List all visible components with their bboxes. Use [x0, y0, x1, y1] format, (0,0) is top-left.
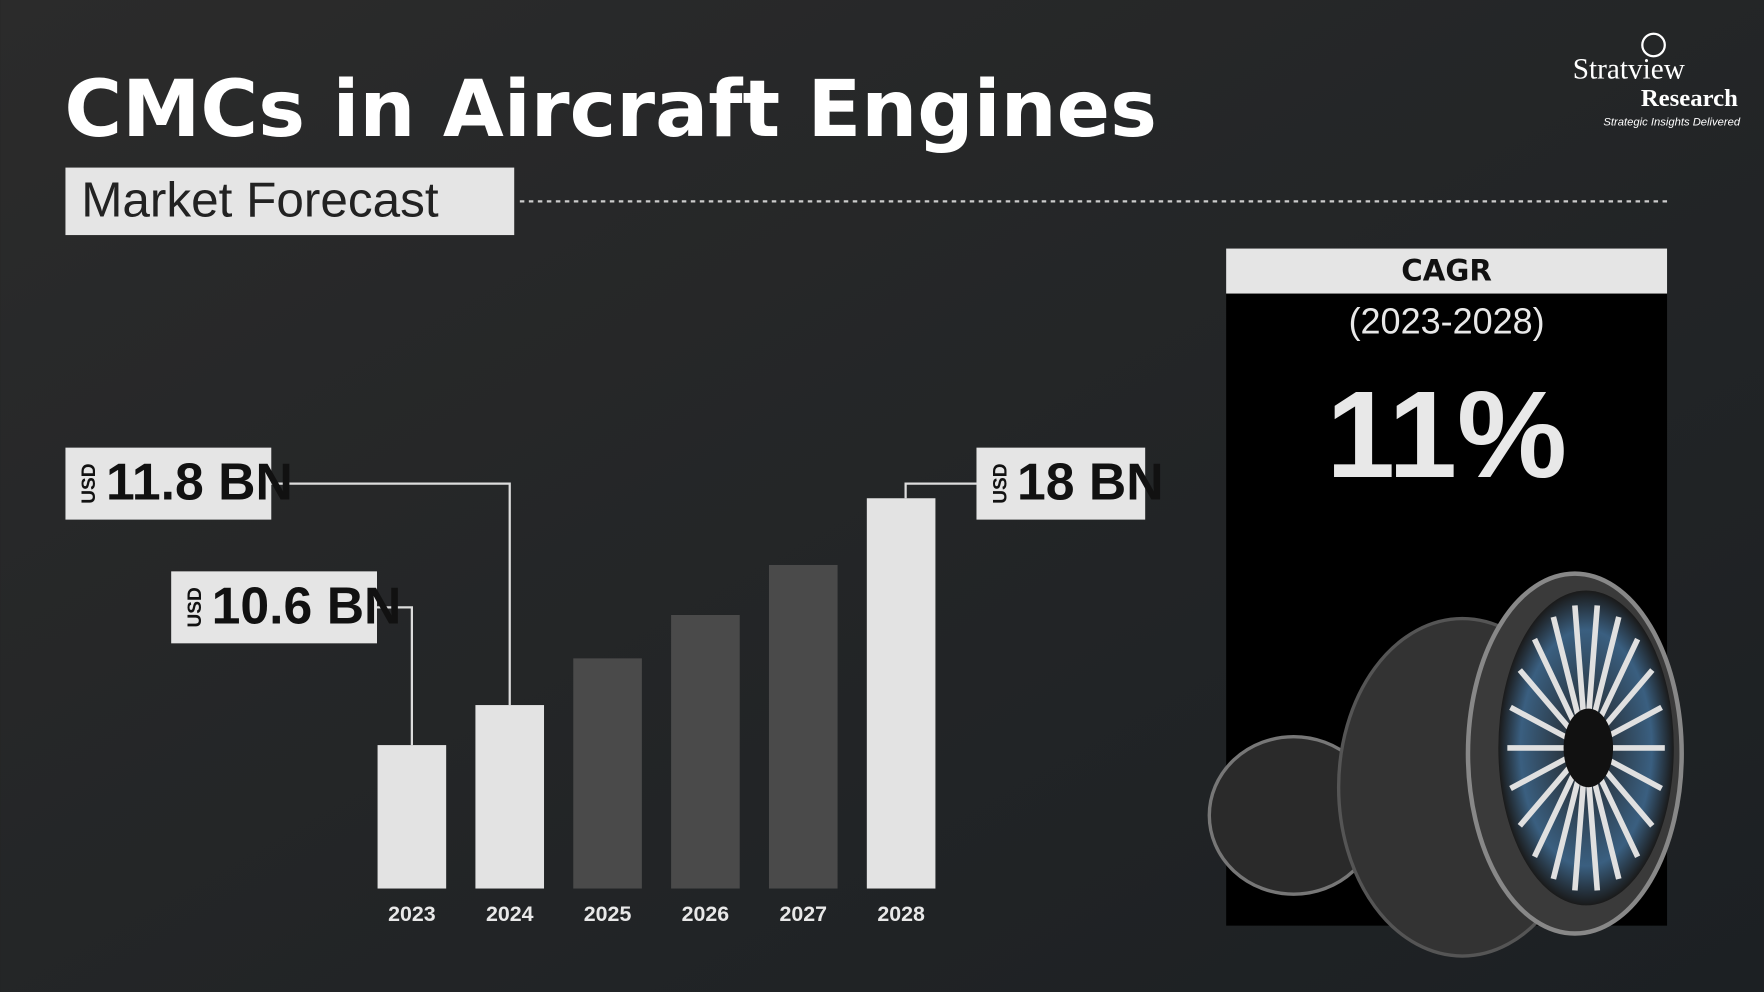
label-box — [171, 571, 378, 644]
bar — [377, 745, 447, 889]
bar — [671, 614, 740, 889]
x-tick-label: 2028 — [877, 902, 925, 926]
x-tick-label: 2024 — [486, 902, 534, 926]
x-tick-label: 2027 — [780, 902, 828, 926]
bar — [475, 705, 545, 889]
bar — [573, 658, 642, 889]
logo: Stratview Research Strategic Insights De… — [1573, 32, 1741, 129]
label-unit: USD — [185, 587, 206, 627]
connector — [377, 606, 413, 746]
title: CMCs in Aircraft Engines — [64, 63, 1157, 155]
bar — [866, 498, 936, 889]
logo-icon — [1641, 32, 1666, 58]
cagr-period: (2023-2028) — [1349, 300, 1545, 341]
cagr-header — [1226, 248, 1668, 294]
label-box — [65, 447, 272, 520]
bar — [768, 564, 838, 889]
label-unit: USD — [79, 463, 100, 503]
x-tick-label: 2026 — [682, 902, 730, 926]
x-tick-label: 2025 — [584, 902, 632, 926]
brand-name2: Research — [1641, 85, 1738, 112]
cagr-value: 11% — [1326, 366, 1567, 504]
cagr-panel: CAGR (2023-2028) 11% — [1207, 248, 1684, 958]
brand-name: Stratview — [1573, 54, 1685, 86]
subtitle: Market Forecast — [81, 173, 439, 228]
bar-chart: 2023 USD 10.6 BN 2024 USD 11.8 BN 2025 2026 2027… — [65, 447, 1164, 926]
subtitle-box — [65, 167, 515, 236]
engine-illustration — [1207, 571, 1684, 958]
x-tick-label: 2023 — [388, 902, 436, 926]
connector — [904, 482, 977, 499]
cagr-title: CAGR — [1401, 254, 1492, 288]
label-box — [976, 447, 1146, 520]
connector — [271, 482, 511, 706]
value-label: 10.6 BN — [212, 576, 402, 634]
label-unit: USD — [990, 463, 1011, 503]
spinner — [1563, 708, 1614, 788]
brand-tagline: Strategic Insights Delivered — [1603, 117, 1741, 129]
value-label: 11.8 BN — [106, 453, 293, 511]
value-label: 18 BN — [1017, 453, 1164, 511]
